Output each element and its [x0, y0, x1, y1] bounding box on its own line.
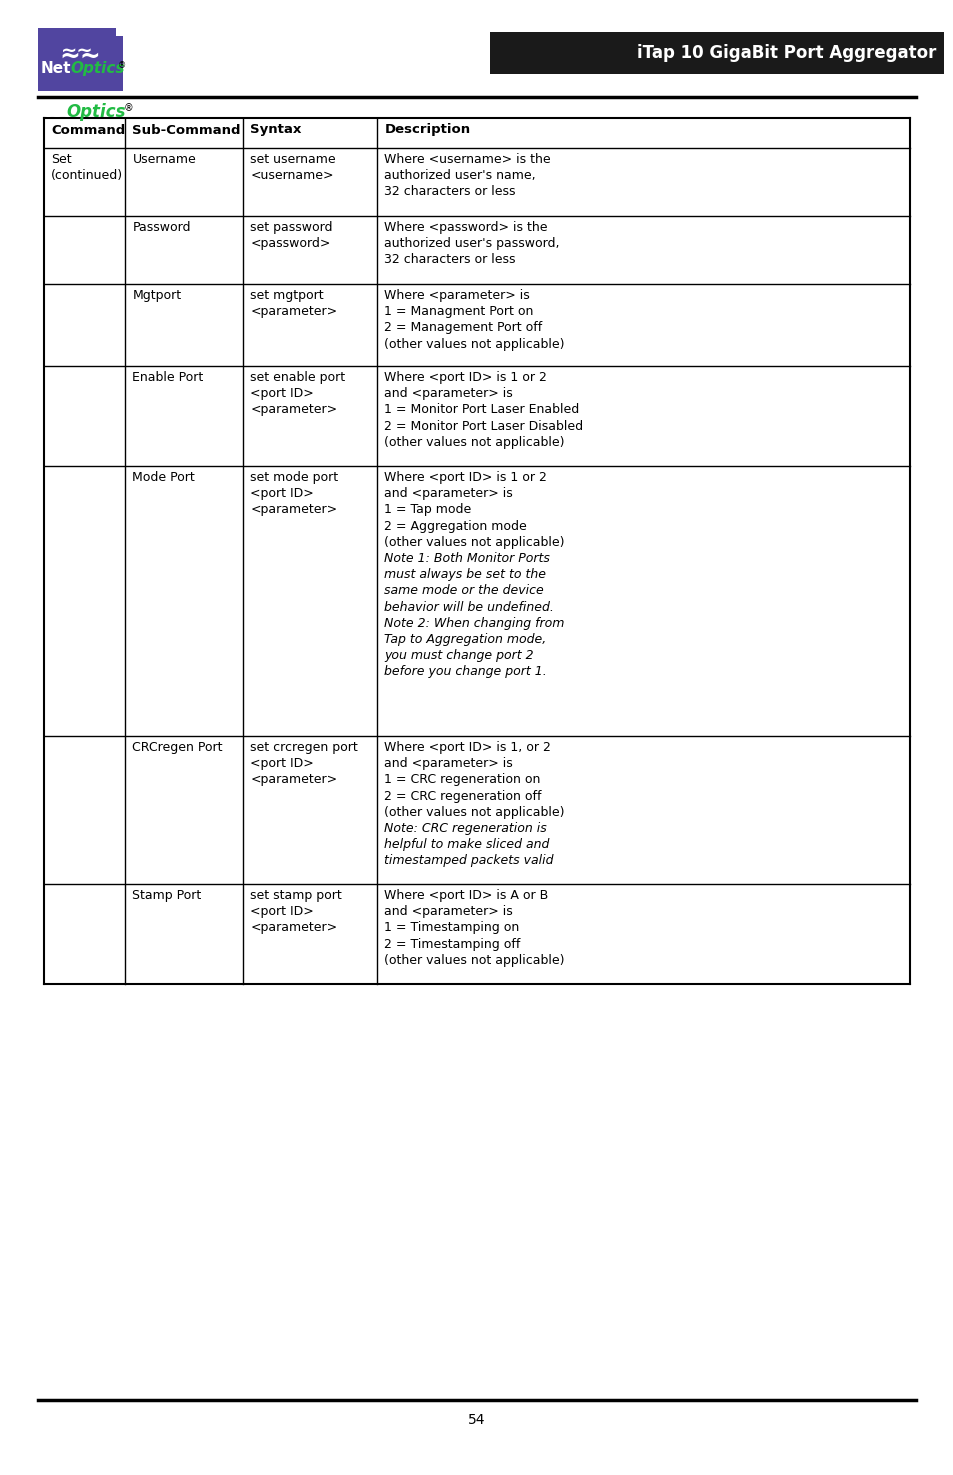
Text: CRCregen Port: CRCregen Port: [132, 740, 223, 754]
Text: Where <username> is the: Where <username> is the: [384, 153, 551, 167]
Text: Syntax: Syntax: [250, 124, 301, 137]
Text: <parameter>: <parameter>: [250, 773, 337, 786]
Text: you must change port 2: you must change port 2: [384, 649, 534, 662]
Text: <username>: <username>: [250, 170, 334, 183]
Bar: [38, 28, 116, 80]
Text: 1 = CRC regeneration on: 1 = CRC regeneration on: [384, 773, 540, 786]
Text: authorized user's password,: authorized user's password,: [384, 237, 559, 251]
Text: Note: CRC regeneration is: Note: CRC regeneration is: [384, 822, 547, 835]
Text: Optics: Optics: [70, 60, 125, 77]
Text: timestamped packets valid: timestamped packets valid: [384, 854, 554, 867]
Text: 2 = Monitor Port Laser Disabled: 2 = Monitor Port Laser Disabled: [384, 419, 583, 432]
Text: <port ID>: <port ID>: [250, 388, 314, 400]
Text: Stamp Port: Stamp Port: [132, 889, 201, 903]
Text: <port ID>: <port ID>: [250, 487, 314, 500]
Text: and <parameter> is: and <parameter> is: [384, 757, 513, 770]
Text: Optics: Optics: [66, 103, 126, 121]
Text: 2 = CRC regeneration off: 2 = CRC regeneration off: [384, 789, 541, 802]
Text: 1 = Tap mode: 1 = Tap mode: [384, 503, 471, 516]
Text: (other values not applicable): (other values not applicable): [384, 954, 564, 966]
Text: Note 1: Both Monitor Ports: Note 1: Both Monitor Ports: [384, 552, 550, 565]
Text: (other values not applicable): (other values not applicable): [384, 805, 564, 819]
Text: Net: Net: [38, 103, 71, 121]
Text: set password: set password: [250, 221, 333, 235]
Text: set username: set username: [250, 153, 335, 167]
Text: Enable Port: Enable Port: [132, 372, 203, 384]
Text: <parameter>: <parameter>: [250, 305, 337, 319]
Text: Mgtport: Mgtport: [132, 289, 181, 302]
Text: 32 characters or less: 32 characters or less: [384, 186, 516, 199]
Text: Where <port ID> is 1 or 2: Where <port ID> is 1 or 2: [384, 471, 547, 484]
Text: 2 = Management Port off: 2 = Management Port off: [384, 322, 542, 335]
Text: <password>: <password>: [250, 237, 330, 251]
Text: set enable port: set enable port: [250, 372, 345, 384]
Bar: [38, 35, 123, 91]
Text: ®: ®: [124, 103, 133, 114]
Text: <port ID>: <port ID>: [250, 906, 314, 919]
Text: 32 characters or less: 32 characters or less: [384, 254, 516, 267]
Text: <parameter>: <parameter>: [250, 403, 337, 416]
Text: (other values not applicable): (other values not applicable): [384, 535, 564, 549]
Text: Mode Port: Mode Port: [132, 471, 195, 484]
Text: same mode or the device: same mode or the device: [384, 584, 543, 597]
Text: set mode port: set mode port: [250, 471, 338, 484]
Text: 1 = Monitor Port Laser Enabled: 1 = Monitor Port Laser Enabled: [384, 403, 579, 416]
Text: Where <password> is the: Where <password> is the: [384, 221, 547, 235]
Text: must always be set to the: must always be set to the: [384, 568, 546, 581]
Text: iTap 10 GigaBit Port Aggregator: iTap 10 GigaBit Port Aggregator: [636, 44, 935, 62]
Text: <port ID>: <port ID>: [250, 757, 314, 770]
Text: ®: ®: [118, 60, 126, 69]
Text: ~~: ~~: [59, 44, 101, 69]
Text: Set: Set: [51, 153, 71, 167]
Text: and <parameter> is: and <parameter> is: [384, 487, 513, 500]
Text: Username: Username: [132, 153, 196, 167]
Text: Sub-Command: Sub-Command: [132, 124, 241, 137]
Text: (continued): (continued): [51, 170, 123, 183]
Text: set mgtport: set mgtport: [250, 289, 323, 302]
Text: before you change port 1.: before you change port 1.: [384, 665, 547, 678]
Text: Where <port ID> is 1, or 2: Where <port ID> is 1, or 2: [384, 740, 551, 754]
Text: <parameter>: <parameter>: [250, 503, 337, 516]
Text: 2 = Timestamping off: 2 = Timestamping off: [384, 938, 520, 950]
Text: ∼∼: ∼∼: [61, 40, 93, 59]
Bar: [490, 32, 943, 74]
Text: Where <port ID> is 1 or 2: Where <port ID> is 1 or 2: [384, 372, 547, 384]
Text: Note 2: When changing from: Note 2: When changing from: [384, 617, 564, 630]
Text: Command: Command: [51, 124, 125, 137]
Text: <parameter>: <parameter>: [250, 922, 337, 934]
Text: and <parameter> is: and <parameter> is: [384, 906, 513, 919]
Text: Password: Password: [132, 221, 191, 235]
Text: 54: 54: [468, 1413, 485, 1426]
Text: (other values not applicable): (other values not applicable): [384, 435, 564, 448]
Text: set stamp port: set stamp port: [250, 889, 341, 903]
Text: Where <port ID> is A or B: Where <port ID> is A or B: [384, 889, 548, 903]
Text: helpful to make sliced and: helpful to make sliced and: [384, 838, 549, 851]
Text: behavior will be undefined.: behavior will be undefined.: [384, 600, 554, 614]
Text: Description: Description: [384, 124, 470, 137]
Text: authorized user's name,: authorized user's name,: [384, 170, 536, 183]
Text: set crcregen port: set crcregen port: [250, 740, 357, 754]
Text: 1 = Timestamping on: 1 = Timestamping on: [384, 922, 519, 934]
Text: 2 = Aggregation mode: 2 = Aggregation mode: [384, 519, 527, 532]
Text: Tap to Aggregation mode,: Tap to Aggregation mode,: [384, 633, 546, 646]
Text: Where <parameter> is: Where <parameter> is: [384, 289, 530, 302]
Text: (other values not applicable): (other values not applicable): [384, 338, 564, 351]
Text: 1 = Managment Port on: 1 = Managment Port on: [384, 305, 534, 319]
Text: and <parameter> is: and <parameter> is: [384, 388, 513, 400]
Text: Net: Net: [41, 60, 71, 77]
